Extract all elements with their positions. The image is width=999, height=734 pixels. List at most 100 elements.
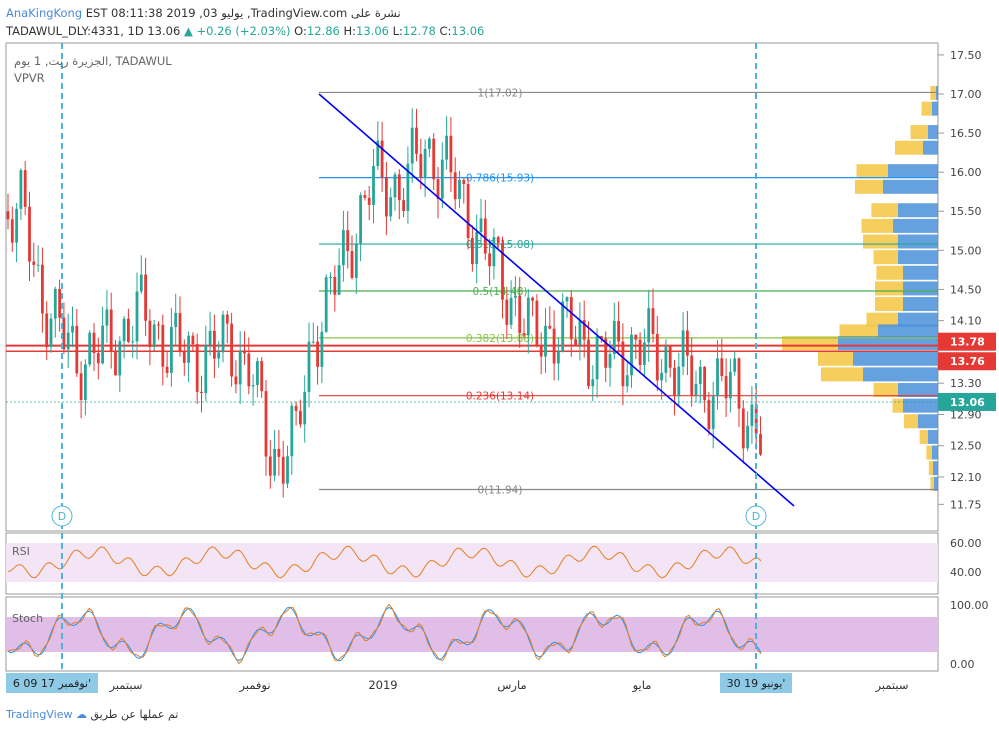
candle-body: [131, 341, 135, 343]
candle-body: [127, 318, 130, 342]
candle-body: [23, 170, 27, 207]
rsi-tick-label: 60.00: [950, 537, 982, 550]
candle-body: [320, 331, 324, 367]
stoch-band: [6, 617, 938, 652]
candle-body: [509, 297, 513, 325]
candle-body: [260, 361, 264, 392]
rsi-line: [7, 545, 762, 579]
stoch-label[interactable]: Stoch: [12, 612, 44, 625]
close-label: C:: [439, 24, 452, 38]
candle-body: [316, 341, 319, 367]
candle-body: [10, 219, 14, 243]
candle-body: [582, 320, 586, 340]
candle-body: [711, 396, 715, 430]
candle-body: [230, 323, 233, 377]
dividend-marker-left[interactable]: [51, 505, 73, 527]
candle-body: [587, 339, 590, 387]
candle-body: [195, 344, 199, 392]
candle-body: [15, 208, 18, 243]
open-label: O:: [294, 24, 307, 38]
header-line-2: TADAWUL_DLY:4331, 1D 13.06 ▲ +0.26 (+2.0…: [6, 24, 484, 38]
volume-bar-up: [932, 445, 938, 460]
volume-bar-down: [875, 281, 903, 296]
time-axis[interactable]: سبتمبر نوفمبر 2019 مارس مايو سبتمبر 6 09 نوفمب…: [6, 673, 909, 693]
candle-body: [307, 341, 311, 392]
candle-body: [462, 179, 466, 185]
footer-text: تم عملها عن طريق: [90, 708, 179, 721]
candle-body: [733, 358, 737, 372]
candle-body: [419, 153, 423, 178]
volume-bar-down: [875, 297, 903, 312]
candle-body: [337, 265, 341, 295]
footer-brand[interactable]: TradingView ☁ تم عملها عن طريق: [6, 708, 178, 721]
rsi-label[interactable]: RSI: [12, 545, 30, 558]
candle-body: [698, 366, 702, 385]
price-tick-label: 17.00: [950, 88, 982, 101]
candle-body: [75, 325, 79, 374]
volume-bar-up: [898, 383, 938, 398]
candle-body: [178, 313, 182, 351]
chart-legend-title: الجزيرة ريت, 1 يوم, TADAWUL: [14, 54, 172, 68]
volume-bar-up: [928, 125, 938, 140]
candle-body: [372, 165, 375, 205]
volume-bar-down: [818, 351, 853, 366]
volume-bar-up: [898, 203, 938, 218]
volume-bar-up: [932, 101, 938, 116]
price-tick-label: 15.50: [950, 205, 982, 218]
price-tick-label: 12.50: [950, 440, 982, 453]
header-line-1: AnaKingKong EST 08:11:38 2019 ,يوليو 03 …: [6, 6, 401, 20]
time-tick-label: سبتمبر: [874, 678, 908, 693]
candle-body: [591, 379, 595, 387]
candle-body: [415, 127, 418, 154]
marker-label-left: D: [58, 510, 66, 523]
candle-body: [453, 172, 457, 200]
fib-level-label: 0.618(15.08): [466, 239, 534, 251]
candle-body: [466, 184, 470, 239]
volume-bar-up: [903, 281, 938, 296]
volume-bar-up: [878, 324, 938, 339]
candle-body: [299, 410, 302, 425]
candle-body: [251, 385, 255, 387]
close-value: 13.06: [451, 24, 485, 38]
change-value: +0.26 (+2.03%): [196, 24, 291, 38]
candle-body: [157, 324, 160, 326]
price-tick-label: 11.75: [950, 498, 982, 511]
dividend-marker-right[interactable]: [745, 505, 767, 527]
fib-level-label: 0.236(13.14): [466, 391, 534, 403]
stoch-d-line: [7, 603, 762, 665]
price-badge: [938, 392, 996, 411]
candle-body: [483, 218, 487, 254]
candle-body: [625, 375, 629, 387]
candle-body: [729, 371, 732, 399]
candle-body: [380, 140, 384, 178]
candle-body: [342, 230, 345, 266]
candle-body: [101, 325, 104, 364]
volume-bar-up: [934, 476, 938, 491]
volume-bar-up: [888, 164, 938, 179]
candle-body: [264, 391, 268, 457]
candle-body: [41, 264, 44, 314]
candle-body: [277, 448, 281, 457]
candle-body: [600, 336, 603, 339]
vpvr-legend[interactable]: VPVR: [14, 71, 45, 85]
volume-bar-down: [921, 101, 932, 116]
time-tick-label: مارس: [497, 678, 526, 693]
candle-body: [329, 276, 332, 278]
candle-body: [741, 408, 745, 449]
volume-bar-up: [923, 140, 938, 155]
author-name[interactable]: AnaKingKong: [6, 6, 83, 20]
volume-bar-up: [933, 461, 938, 476]
candle-body: [114, 351, 117, 376]
candle-body: [324, 277, 328, 332]
candle-body: [135, 291, 139, 342]
candle-body: [204, 344, 208, 393]
candle-body: [311, 341, 315, 343]
price-tick-label: 16.00: [950, 166, 982, 179]
candle-body: [71, 325, 74, 333]
candle-body: [668, 346, 672, 368]
volume-bar-up: [853, 351, 938, 366]
trendline[interactable]: [318, 93, 795, 507]
price-axis[interactable]: 17.50 17.00 16.50 16.00 15.50 15.00 14.50 14.10…: [938, 49, 996, 511]
candle-body: [694, 384, 698, 396]
